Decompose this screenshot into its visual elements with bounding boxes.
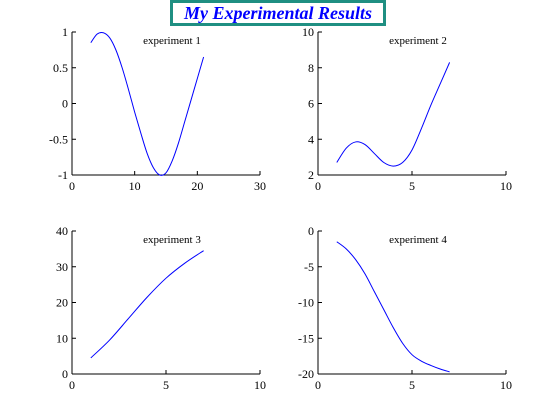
x-tick-label: 0 [69, 378, 75, 392]
x-tick-label: 10 [500, 378, 512, 392]
x-tick-label: 10 [254, 378, 266, 392]
subplot-title: experiment 2 [389, 35, 447, 47]
figure-title-box: My Experimental Results [170, 0, 386, 26]
y-tick-label: 10 [56, 331, 68, 345]
y-tick-label: 40 [56, 224, 68, 238]
y-tick-label: -0.5 [49, 132, 68, 146]
x-tick-label: 20 [191, 179, 203, 193]
y-tick-label: 4 [308, 132, 314, 146]
series-line [336, 62, 451, 167]
series-line [90, 250, 204, 359]
subplot-title: experiment 1 [143, 35, 201, 47]
x-tick-label: 10 [500, 179, 512, 193]
y-tick-label: 0.5 [53, 61, 68, 75]
subplot-title: experiment 3 [143, 234, 201, 246]
y-tick-label: -20 [298, 367, 314, 381]
subplot-4: 0 5 10 -20 -15 -10 -5 0 experiment 4 [298, 224, 512, 392]
y-tick-label: -1 [58, 168, 68, 182]
x-tick-label: 0 [315, 179, 321, 193]
x-tick-label: 5 [409, 378, 415, 392]
subplot-1: 0 10 20 30 -1 -0.5 0 0.5 1 experiment 1 [49, 25, 266, 193]
subplot-2: 0 5 10 2 4 6 8 10 experiment 2 [302, 25, 512, 193]
y-tick-label: 10 [302, 25, 314, 39]
y-tick-label: 1 [62, 25, 68, 39]
x-tick-label: 5 [409, 179, 415, 193]
figure-title: My Experimental Results [183, 2, 372, 23]
y-tick-label: -15 [298, 331, 314, 345]
y-tick-label: 8 [308, 61, 314, 75]
subplot-title: experiment 4 [389, 234, 447, 246]
y-tick-label: 30 [56, 260, 68, 274]
y-tick-label: 0 [62, 367, 68, 381]
x-tick-label: 10 [129, 179, 141, 193]
x-tick-label: 0 [315, 378, 321, 392]
y-tick-label: 0 [62, 97, 68, 111]
subplot-3: 0 5 10 0 10 20 30 40 experiment 3 [56, 224, 266, 392]
y-tick-label: 0 [308, 224, 314, 238]
x-tick-label: 30 [254, 179, 266, 193]
y-tick-label: 2 [308, 168, 314, 182]
y-tick-label: -10 [298, 296, 314, 310]
x-tick-label: 0 [69, 179, 75, 193]
y-tick-label: 20 [56, 296, 68, 310]
series-line [90, 31, 205, 176]
y-tick-label: 6 [308, 97, 314, 111]
x-tick-label: 5 [163, 378, 169, 392]
series-line [336, 241, 450, 373]
y-tick-label: -5 [304, 260, 314, 274]
